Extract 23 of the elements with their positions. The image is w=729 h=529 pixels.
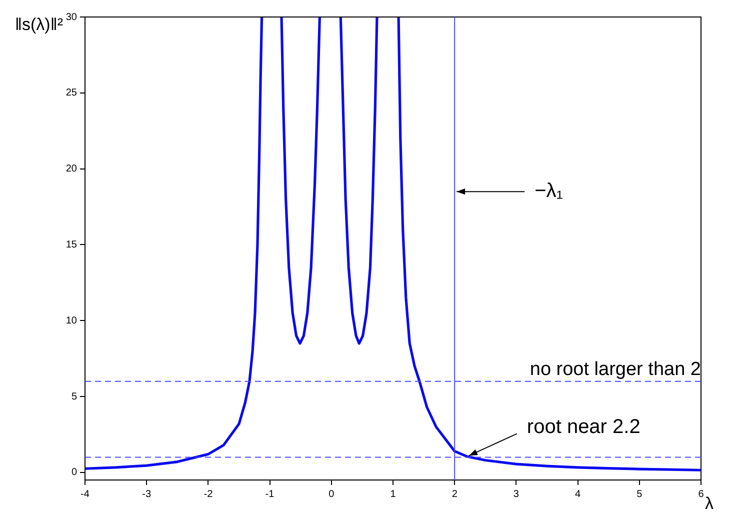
x-tick-label: 1 (390, 488, 396, 500)
x-axis-title: λ (705, 494, 714, 514)
y-tick-label: 5 (71, 391, 78, 402)
x-tick-label: -1 (265, 488, 275, 500)
x-tick-label: 0 (328, 488, 335, 500)
y-tick-label: 0 (71, 467, 78, 478)
y-tick-label: 30 (66, 12, 78, 23)
x-tick-label: 3 (513, 488, 520, 500)
y-tick-label: 15 (66, 239, 78, 250)
y-tick-label: 25 (66, 88, 78, 99)
x-tick-label: 4 (575, 488, 582, 500)
x-tick-label: 2 (452, 488, 458, 500)
x-tick-label: -4 (80, 488, 90, 500)
x-tick-label: 6 (698, 488, 704, 500)
y-tick-label: 10 (66, 315, 78, 326)
ref-line-label: no root larger than 2 (530, 359, 701, 380)
annotation: root near 2.2 (526, 416, 640, 438)
y-axis-title: ‖s(λ)‖² (14, 15, 64, 34)
x-tick-label: -2 (204, 488, 214, 500)
x-tick-label: 5 (636, 488, 643, 500)
annotation: −λ₁ (534, 180, 564, 202)
x-tick-label: -3 (142, 488, 152, 500)
y-tick-label: 20 (66, 164, 78, 175)
